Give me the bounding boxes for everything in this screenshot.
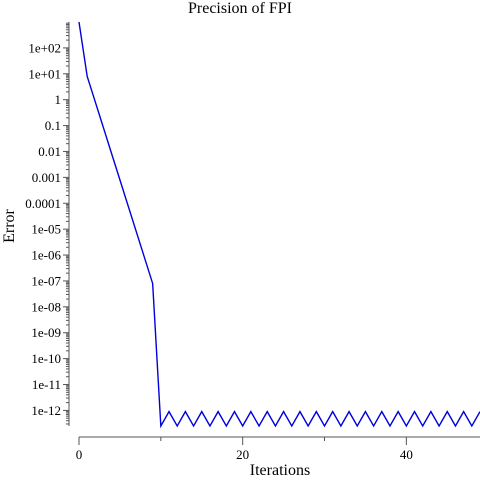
x-axis: 0 20 40 [76,436,480,462]
y-tick-label: 1e-07 [31,273,61,288]
y-tick-label: 1e-11 [32,377,61,392]
y-tick-label: 1e-09 [31,325,61,340]
y-tick-label: 1e-08 [31,299,61,314]
error-series-line [78,21,480,429]
x-tick-label: 40 [400,447,413,462]
y-tick-label: 1e-06 [31,248,61,263]
y-tick-label: 1e-10 [31,351,61,366]
plot-area [78,21,480,429]
x-tick-label: 0 [76,447,83,462]
y-axis: 1e+02 1e+01 1 0.1 0.01 0.001 0.0001 1e-05 1e-06 1… [25,22,70,426]
y-tick-label: 1 [55,92,62,107]
y-tick-label: 0.1 [45,118,61,133]
y-tick-label: 1e+02 [28,40,61,55]
y-tick-label: 0.0001 [25,196,61,211]
chart-title: Precision of FPI [188,0,292,17]
y-tick-label: 1e-12 [31,403,61,418]
y-tick-label: 0.001 [32,170,61,185]
y-axis-title: Error [1,208,18,242]
x-tick-label: 20 [236,447,249,462]
y-tick-label: 0.01 [38,144,61,159]
y-tick-label: 1e+01 [28,66,61,81]
y-tick-label: 1e-05 [31,222,61,237]
x-axis-title: Iterations [250,462,310,479]
